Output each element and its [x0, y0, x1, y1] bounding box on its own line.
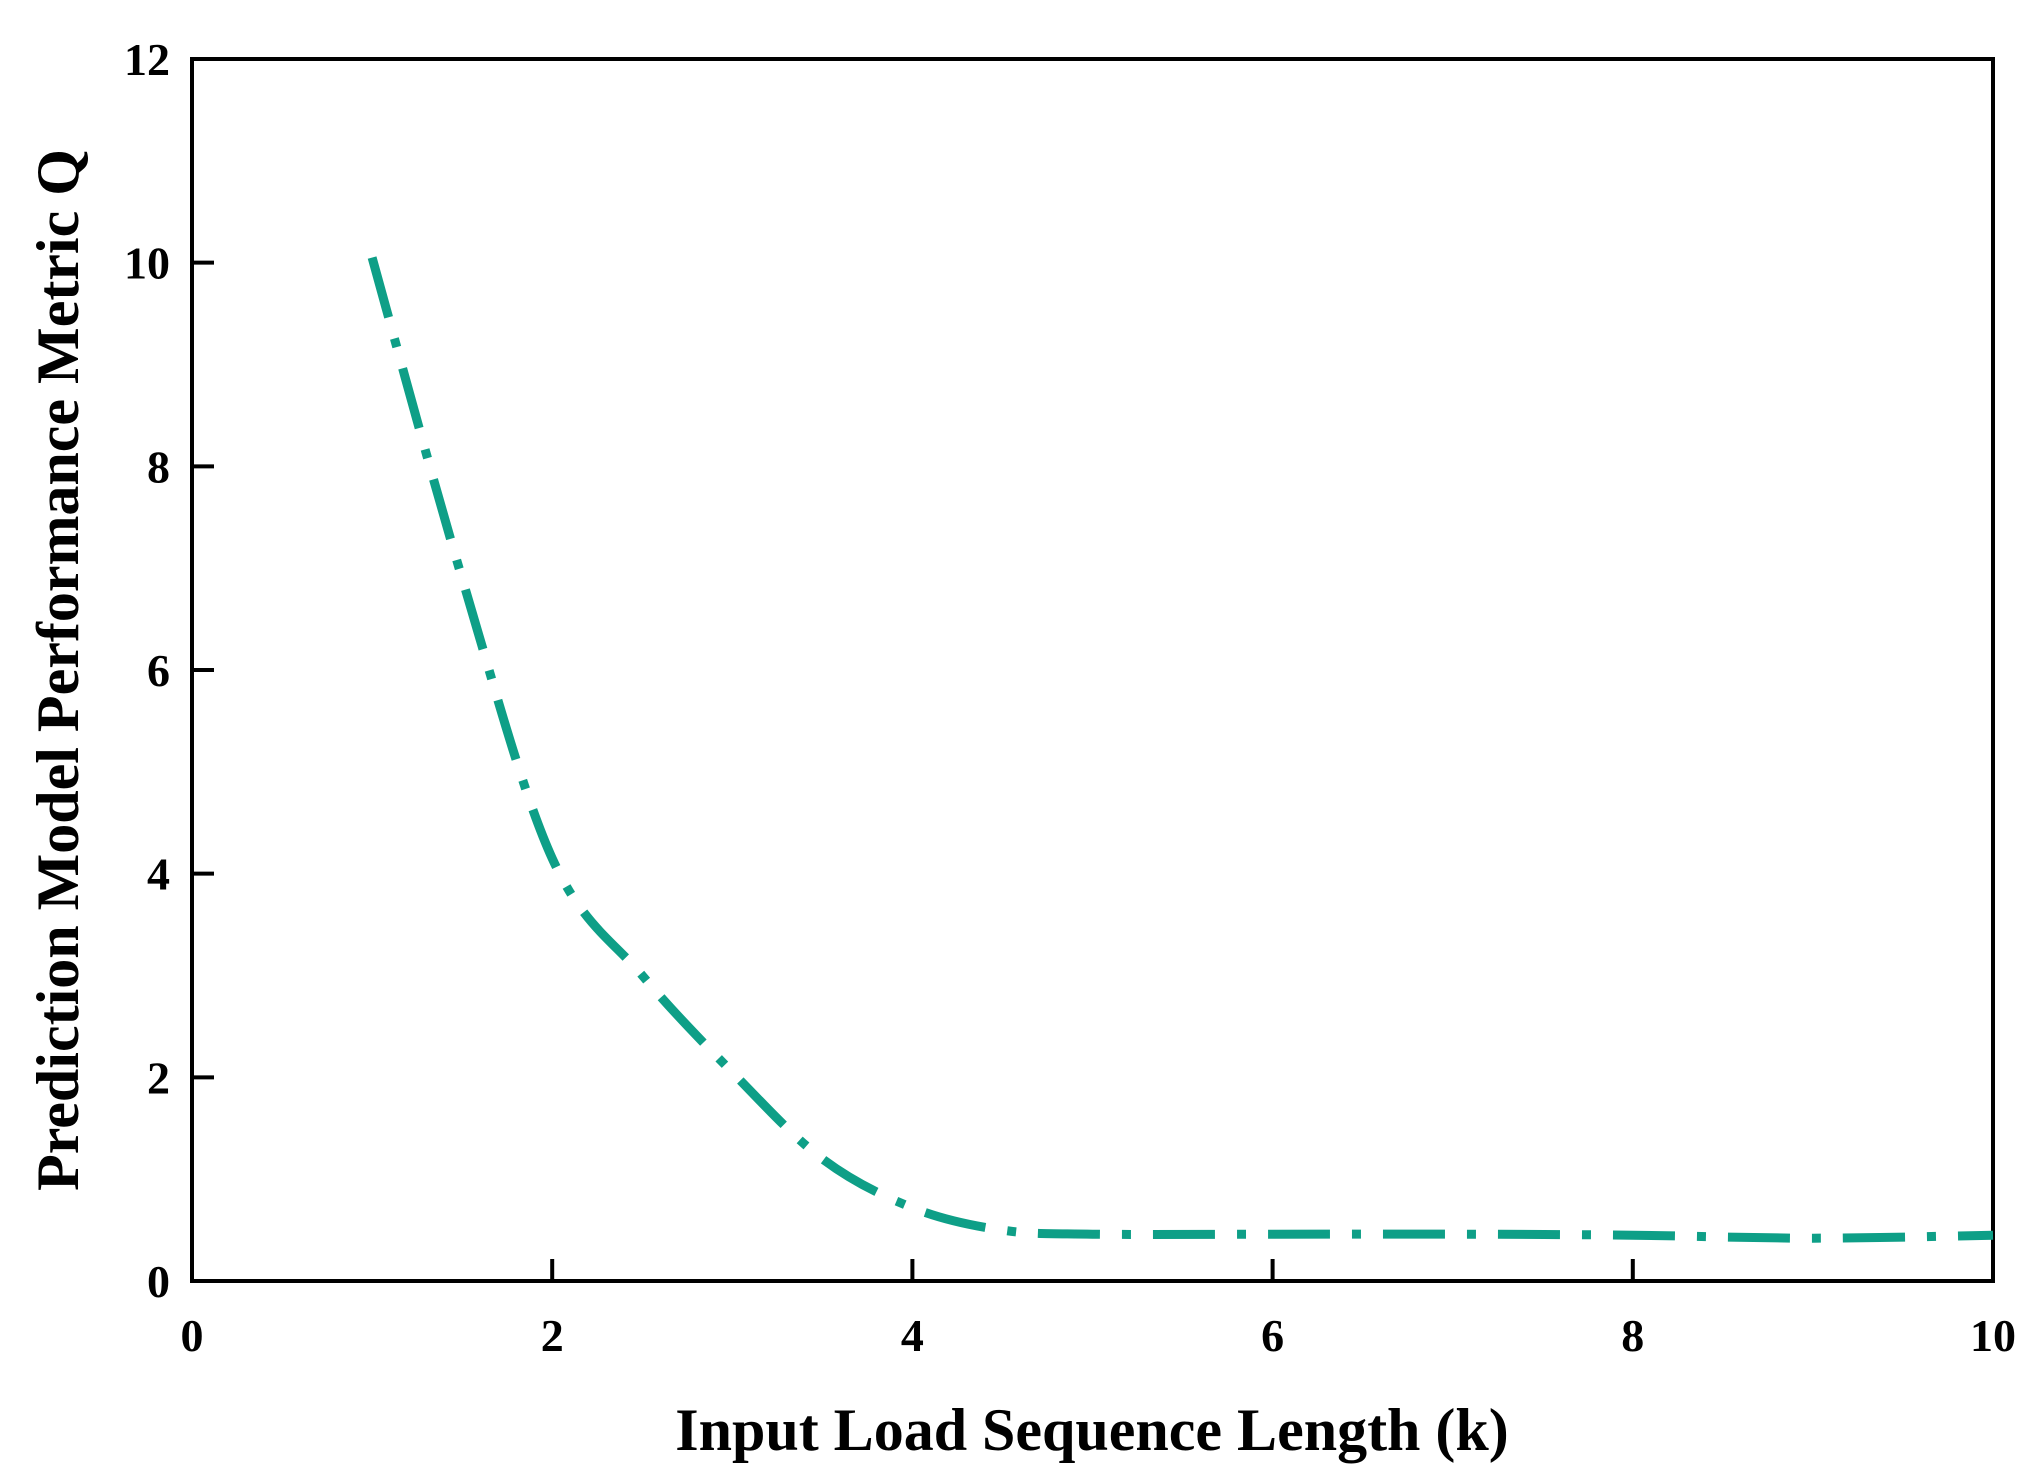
y-axis-title: Prediction Model Performance Metric Q	[25, 149, 91, 1191]
y-axis-ticks: 0 2 4 6 8 10 12	[124, 34, 214, 1307]
series-layer	[367, 256, 1994, 1243]
x-tick-label: 6	[1261, 1310, 1284, 1361]
x-axis-title: Input Load Sequence Length (k)	[675, 1397, 1509, 1463]
series-line	[367, 256, 1994, 1243]
x-tick-label: 0	[181, 1310, 204, 1361]
x-tick-label: 2	[541, 1310, 564, 1361]
y-tick-label: 6	[147, 645, 170, 696]
x-tick-label: 10	[1970, 1310, 2016, 1361]
plot-frame	[190, 57, 1995, 1283]
x-axis-ticks: 0 2 4 6 8 10	[181, 1259, 2016, 1361]
x-tick-label: 4	[901, 1310, 924, 1361]
y-tick-label: 10	[124, 238, 170, 289]
y-tick-label: 8	[147, 441, 170, 492]
y-tick-label: 12	[124, 34, 170, 85]
y-tick-label: 2	[147, 1052, 170, 1103]
y-tick-label: 0	[147, 1256, 170, 1307]
y-tick-label: 4	[147, 849, 170, 900]
x-tick-label: 8	[1621, 1310, 1644, 1361]
